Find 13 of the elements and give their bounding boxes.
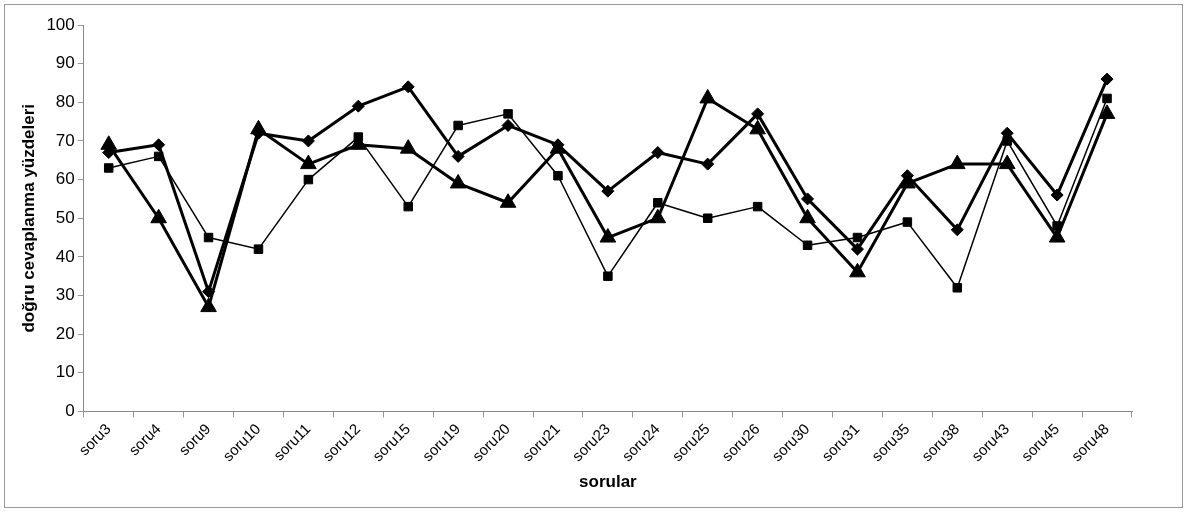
y-tick-label: 50 xyxy=(55,207,75,227)
y-tick-label: 40 xyxy=(55,246,75,266)
x-axis-title: sorular xyxy=(579,472,638,492)
y-tick-label: 100 xyxy=(46,14,75,34)
y-axis-title: doğru cevaplanma yüzdeleri xyxy=(18,103,38,333)
y-tick-label: 10 xyxy=(55,362,75,382)
y-tick-label: 0 xyxy=(65,401,75,421)
y-tick-label: 90 xyxy=(55,53,75,73)
y-tick-label: 30 xyxy=(55,285,75,305)
y-tick-label: 70 xyxy=(55,130,75,150)
y-tick-label: 20 xyxy=(55,323,75,343)
y-tick-label: 80 xyxy=(55,91,75,111)
y-tick-label: 60 xyxy=(55,169,75,189)
